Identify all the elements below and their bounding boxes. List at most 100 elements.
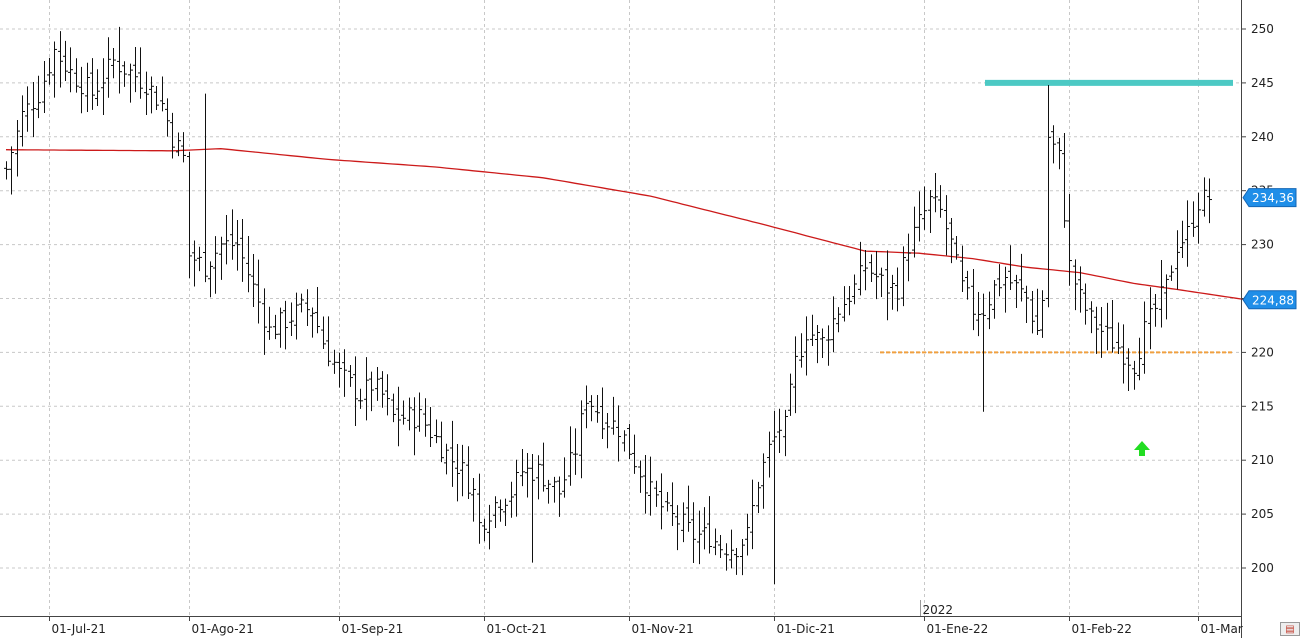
ohlc-bar (160, 76, 165, 112)
ohlc-bar (106, 37, 111, 98)
ohlc-bar (310, 307, 315, 338)
ohlc-bar (187, 152, 192, 279)
ohlc-bar (729, 529, 734, 569)
x-tick-label: 01-Mar (1201, 622, 1243, 636)
ohlc-bar (697, 510, 702, 565)
ohlc-bar (1159, 259, 1164, 328)
ohlc-bar (52, 41, 57, 98)
ohlc-bar (1164, 274, 1169, 320)
grid (0, 0, 1240, 616)
ohlc-bar (890, 274, 895, 310)
ohlc-bar (170, 112, 175, 159)
ohlc-bar (133, 47, 138, 93)
ohlc-bar (783, 409, 788, 457)
ohlc-bar (1067, 194, 1072, 286)
ohlc-bar (568, 426, 573, 486)
ohlc-bar (111, 48, 116, 79)
ohlc-bar (1040, 290, 1045, 338)
ohlc-bar (4, 161, 9, 180)
ohlc-bar (493, 496, 498, 528)
ohlc-bar (810, 314, 815, 346)
ohlc-bar (460, 444, 465, 497)
ohlc-bar (665, 491, 670, 512)
ohlc-bar (165, 98, 170, 137)
ohlc-bar (691, 502, 696, 563)
ohlc-bar (573, 428, 578, 475)
ohlc-bar (444, 443, 449, 475)
ohlc-bar (584, 385, 589, 429)
ohlc-bar (149, 76, 154, 114)
x-tick-label: 01-Nov-21 (632, 622, 694, 636)
ohlc-bar (353, 356, 358, 427)
moving-average-layer (5, 148, 1247, 301)
ohlc-bar (912, 206, 917, 258)
ohlc-bar (707, 496, 712, 554)
ohlc-bar (562, 457, 567, 498)
chart-settings-icon[interactable]: ▤ (1280, 622, 1300, 636)
ohlc-bar (364, 357, 369, 421)
x-tick-label: 01-Jul-21 (52, 622, 106, 636)
x-tick-label: 01-Dic-21 (777, 622, 835, 636)
ohlc-bar (514, 459, 519, 517)
ohlc-bar (552, 476, 557, 503)
ohlc-bar (342, 349, 347, 397)
ohlc-bar (788, 373, 793, 416)
ohlc-bar (1073, 259, 1078, 311)
ohlc-bar (1148, 287, 1153, 350)
ohlc-bar (1202, 177, 1207, 217)
ohlc-bar (213, 236, 218, 294)
ohlc-bar (267, 306, 272, 340)
y-tick-label: 220 (1251, 345, 1274, 359)
ohlc-bar (922, 186, 927, 230)
ohlc-bar (906, 233, 911, 282)
ohlc-bar (1142, 301, 1147, 374)
ohlc-bar (648, 456, 653, 516)
ohlc-bar (799, 333, 804, 368)
ohlc-bar (761, 453, 766, 509)
ohlc-bar (289, 302, 294, 336)
ohlc-bar (1153, 293, 1158, 327)
ohlc-bar (627, 423, 632, 460)
ohlc-bar (971, 269, 976, 331)
price-tag: 234,36 (1242, 188, 1297, 208)
ohlc-bar (1008, 245, 1013, 290)
y-tick-label: 200 (1251, 561, 1274, 575)
ohlc-bar (299, 293, 304, 313)
ohlc-bar (1121, 324, 1126, 384)
ohlc-bar (1003, 266, 1008, 313)
ohlc-bar (144, 71, 149, 116)
ohlc-bar (1051, 125, 1056, 164)
ohlc-bar (466, 446, 471, 499)
ohlc-bar (885, 250, 890, 321)
ohlc-bar (439, 421, 444, 463)
ohlc-bar (1191, 201, 1196, 237)
ohlc-bar (616, 405, 621, 462)
x-tick-label: 01-Oct-21 (487, 622, 547, 636)
ohlc-bar (358, 388, 363, 409)
ohlc-bar (262, 288, 267, 355)
ohlc-bar (815, 325, 820, 364)
ohlc-bar (58, 31, 63, 88)
ohlc-bar (47, 57, 52, 85)
ohlc-bar (1089, 301, 1094, 334)
ohlc-bar (740, 538, 745, 576)
ohlc-bar (192, 240, 197, 287)
ohlc-bar (600, 387, 605, 440)
ohlc-bar (369, 371, 374, 412)
ohlc-bar (477, 473, 482, 544)
ohlc-bar (863, 250, 868, 291)
ohlc-bar (659, 473, 664, 530)
ohlc-bar (407, 397, 412, 431)
ohlc-bar (68, 47, 73, 93)
ohlc-bar (530, 454, 535, 563)
ohlc-bar (852, 274, 857, 305)
ohlc-bar (450, 420, 455, 487)
ohlc-bar (1137, 337, 1142, 381)
ohlc-bar (434, 419, 439, 444)
ohlc-bar (25, 86, 30, 132)
x-tick-label: 01-Ago-21 (192, 622, 254, 636)
price-tag: 224,88 (1242, 290, 1297, 310)
ohlc-bar (31, 81, 36, 138)
ohlc-bar (713, 528, 718, 556)
ohlc-bar (987, 291, 992, 330)
